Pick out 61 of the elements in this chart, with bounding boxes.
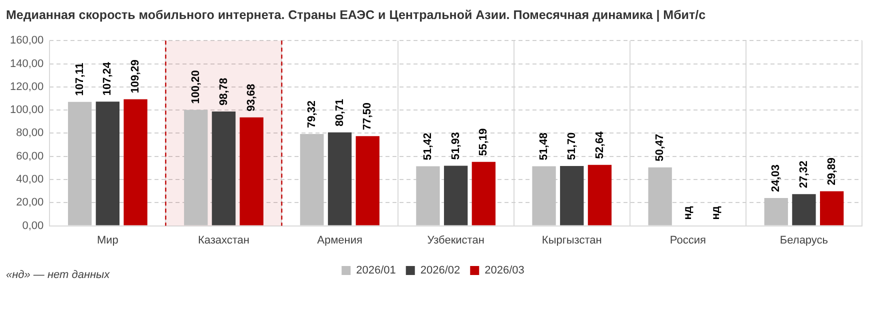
- bar: [328, 132, 352, 226]
- data-label: 55,19: [478, 128, 490, 156]
- bar: [560, 166, 584, 226]
- data-label: 29,89: [826, 158, 838, 186]
- data-label: 107,24: [102, 61, 114, 96]
- bar: [648, 167, 672, 226]
- y-tick-label: 140,00: [10, 58, 44, 70]
- data-label: 50,47: [654, 134, 666, 162]
- bar: [124, 99, 148, 226]
- bar: [416, 166, 440, 226]
- bar: [240, 117, 264, 226]
- bar: [792, 194, 816, 226]
- bar: [588, 164, 612, 226]
- text: «нд» — нет данных: [6, 269, 110, 281]
- x-tick-label: Узбекистан: [427, 234, 484, 246]
- y-tick-label: 160,00: [10, 34, 44, 47]
- legend-label: 2026/02: [420, 264, 460, 277]
- y-tick-label: 20,00: [16, 196, 44, 209]
- data-label: 24,03: [770, 164, 782, 192]
- data-label: 27,32: [798, 160, 810, 188]
- y-tick-label: 120,00: [10, 80, 44, 93]
- y-tick-label: 80,00: [16, 127, 44, 140]
- data-label: 79,32: [306, 100, 318, 128]
- data-label: 51,93: [450, 132, 462, 160]
- bar: [212, 111, 236, 226]
- bar: [532, 166, 556, 226]
- x-tick-label: Мир: [96, 234, 118, 246]
- data-label: 51,70: [566, 132, 578, 160]
- data-label: 52,64: [594, 130, 606, 159]
- data-label: 100,20: [190, 70, 202, 104]
- data-label: 109,29: [130, 60, 142, 94]
- data-label: 98,78: [218, 78, 230, 106]
- y-tick-label: 40,00: [16, 174, 44, 186]
- bar: [820, 191, 844, 226]
- data-label: 51,48: [538, 132, 550, 160]
- x-tick-label: Россия: [670, 234, 706, 246]
- bar: [764, 198, 788, 226]
- text: нд: [682, 206, 694, 220]
- x-tick-label: Беларусь: [780, 234, 828, 246]
- bar: [356, 136, 380, 226]
- bar: [68, 102, 92, 226]
- legend-label: 2026/01: [356, 264, 396, 277]
- x-tick-label: Казахстан: [198, 234, 250, 246]
- bar: [472, 162, 496, 226]
- data-label: 80,71: [334, 98, 346, 126]
- data-label: 77,50: [362, 102, 374, 130]
- text: нд: [710, 206, 722, 220]
- data-label: 93,68: [246, 84, 258, 112]
- x-tick-label: Кыргызстан: [542, 234, 602, 246]
- data-label: 51,42: [422, 132, 434, 160]
- bar: [96, 102, 120, 226]
- chart-title: Медианная скорость мобильного интернета. Страны ЕАЭС и Центральной Азии. Помесячная динамика | Мбит/с: [6, 8, 706, 22]
- x-tick-label: Армения: [317, 234, 362, 246]
- bar: [444, 166, 468, 226]
- legend-label: 2026/03: [484, 264, 524, 277]
- y-tick-label: 60,00: [16, 150, 44, 162]
- data-label: 107,11: [74, 62, 86, 96]
- bar: [300, 134, 324, 226]
- bar: [184, 110, 208, 226]
- y-tick-label: 100,00: [10, 104, 44, 116]
- y-tick-label: 0,00: [22, 220, 44, 232]
